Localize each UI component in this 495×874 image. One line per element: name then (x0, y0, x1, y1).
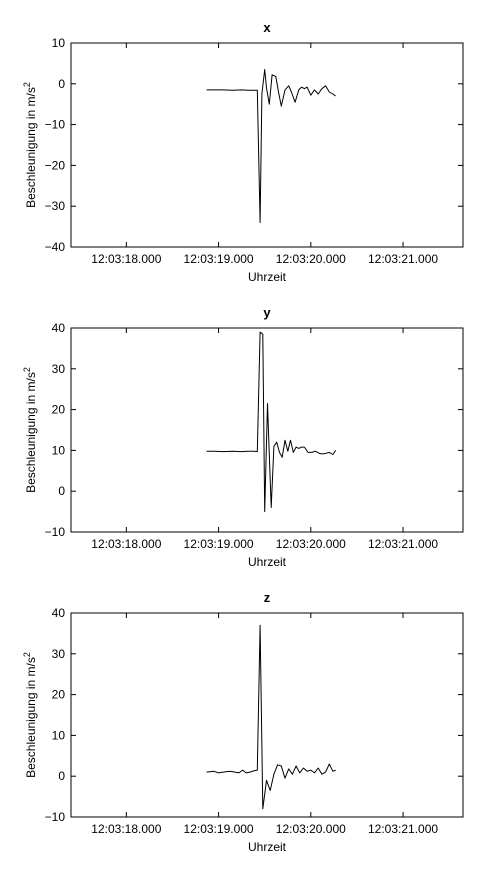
y-axis-label-text: Beschleunigung in m/s (24, 87, 38, 208)
x-tick-label: 12:03:18.000 (91, 252, 161, 266)
y-tick-label: −10 (45, 525, 66, 539)
x-tick-label: 12:03:18.000 (91, 822, 161, 836)
y-tick-label: 0 (58, 77, 65, 91)
x-axis-label: Uhrzeit (248, 555, 287, 569)
chart-title: y (263, 305, 271, 320)
plot-frame (70, 327, 464, 533)
y-tick-label: 0 (58, 484, 65, 498)
plot-frame (70, 42, 464, 248)
x-tick-label: 12:03:19.000 (184, 252, 254, 266)
y-tick-label: 10 (52, 36, 66, 50)
x-tick-label: 12:03:19.000 (184, 537, 254, 551)
x-axis-label: Uhrzeit (248, 270, 287, 284)
y-tick-label: −30 (45, 199, 66, 213)
chart-title: x (263, 20, 271, 35)
y-tick-label: 30 (52, 647, 66, 661)
y-axis-label-superscript: 2 (22, 82, 32, 87)
y-tick-label: 30 (52, 362, 66, 376)
y-axis-label-text: Beschleunigung in m/s (24, 657, 38, 778)
y-axis-label: Beschleunigung in m/s2 (22, 82, 38, 208)
chart-panel-z: z 40 30 20 10 0 −10 12:03:18.000 12:03:19.000 12:… (22, 590, 464, 854)
plot-frame (70, 612, 464, 818)
y-tick-label: 40 (52, 606, 66, 620)
y-axis-label: Beschleunigung in m/s2 (22, 367, 38, 493)
y-tick-label: −10 (45, 810, 66, 824)
x-tick-label: 12:03:20.000 (276, 822, 346, 836)
x-tick-label: 12:03:18.000 (91, 537, 161, 551)
y-tick-label: 0 (58, 769, 65, 783)
y-axis-label-text: Beschleunigung in m/s (24, 372, 38, 493)
series-line-x (206, 69, 336, 223)
y-axis-label-superscript: 2 (22, 367, 32, 372)
y-tick-label: −40 (45, 240, 66, 254)
y-axis-label-superscript: 2 (22, 652, 32, 657)
x-tick-label: 12:03:20.000 (276, 537, 346, 551)
y-tick-label: 20 (52, 403, 66, 417)
chart-panel-y: y 40 30 20 10 0 −10 12:03:18.000 12:03:19.000 12:… (22, 305, 464, 569)
y-tick-label: 10 (52, 443, 66, 457)
y-tick-label: −20 (45, 158, 66, 172)
x-tick-label: 12:03:21.000 (368, 252, 438, 266)
y-tick-label: 20 (52, 688, 66, 702)
chart-panel-x: x 10 0 −10 −20 −30 −40 12:03:18.000 12:03:19.000… (22, 20, 464, 284)
x-tick-label: 12:03:20.000 (276, 252, 346, 266)
y-tick-label: −10 (45, 118, 66, 132)
series-line-z (206, 624, 336, 810)
x-axis-label: Uhrzeit (248, 840, 287, 854)
y-axis-label: Beschleunigung in m/s2 (22, 652, 38, 778)
x-tick-label: 12:03:21.000 (368, 822, 438, 836)
x-tick-label: 12:03:21.000 (368, 537, 438, 551)
y-tick-label: 40 (52, 321, 66, 335)
x-tick-label: 12:03:19.000 (184, 822, 254, 836)
y-tick-label: 10 (52, 728, 66, 742)
series-line-y (206, 331, 337, 513)
chart-title: z (264, 590, 271, 605)
